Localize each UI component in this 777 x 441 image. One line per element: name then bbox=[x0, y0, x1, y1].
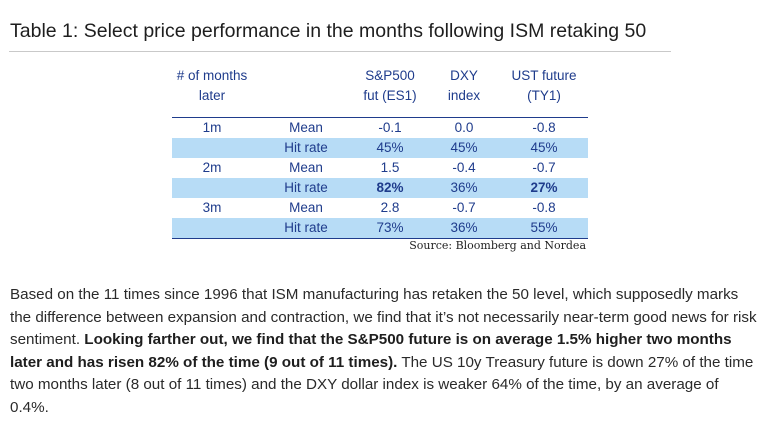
cell-sp500: 82% bbox=[376, 180, 404, 195]
cell-ust: 55% bbox=[530, 220, 558, 235]
cell-sp500: 1.5 bbox=[380, 160, 400, 175]
cell-dxy: -0.4 bbox=[452, 160, 476, 175]
header-ust-line2: (TY1) bbox=[527, 88, 561, 103]
cell-metric: Hit rate bbox=[284, 220, 328, 235]
body-paragraph: Based on the 11 times since 1996 that IS… bbox=[10, 284, 758, 419]
header-months-line1: # of months bbox=[176, 68, 248, 83]
cell-metric: Mean bbox=[289, 120, 323, 135]
paragraph-text-2: The US 10y Treasury future is down 27% o… bbox=[10, 353, 754, 416]
cell-ust: -0.8 bbox=[532, 200, 556, 215]
cell-sp500: 2.8 bbox=[380, 200, 400, 215]
header-dxy: DXY index bbox=[430, 66, 498, 106]
table-body: 1m Mean -0.1 0.0 -0.8 Hit rate 45% 45% 4… bbox=[172, 118, 588, 238]
header-sp500-line2: fut (ES1) bbox=[363, 88, 417, 103]
header-months-line2: later bbox=[198, 88, 226, 103]
table-row: Hit rate 73% 36% 55% bbox=[172, 218, 588, 238]
cell-ust: -0.7 bbox=[532, 160, 556, 175]
header-ust-line1: UST future bbox=[511, 68, 577, 83]
cell-metric: Mean bbox=[289, 160, 323, 175]
cell-months: 1m bbox=[202, 120, 222, 135]
cell-ust: 27% bbox=[530, 180, 558, 195]
cell-dxy: 36% bbox=[450, 220, 478, 235]
header-months: # of months later bbox=[172, 66, 252, 106]
cell-dxy: 0.0 bbox=[454, 120, 474, 135]
header-sp500: S&P500 fut (ES1) bbox=[356, 66, 424, 106]
table-row: Hit rate 45% 45% 45% bbox=[172, 138, 588, 158]
cell-months: 3m bbox=[202, 200, 222, 215]
header-sp500-line1: S&P500 bbox=[365, 68, 415, 83]
cell-months: 2m bbox=[202, 160, 222, 175]
table-row: 1m Mean -0.1 0.0 -0.8 bbox=[172, 118, 588, 138]
table-source: Source: Bloomberg and Nordea bbox=[409, 239, 586, 252]
paragraph-text-1: Based on the 11 times since 1996 that IS… bbox=[10, 286, 757, 348]
table-row: Hit rate 82% 36% 27% bbox=[172, 178, 588, 198]
table-bottom-rule bbox=[172, 238, 588, 239]
header-divider bbox=[172, 117, 588, 118]
cell-dxy: 36% bbox=[450, 180, 478, 195]
cell-metric: Hit rate bbox=[284, 180, 328, 195]
header-dxy-line2: index bbox=[447, 88, 481, 103]
table-row: 2m Mean 1.5 -0.4 -0.7 bbox=[172, 158, 588, 178]
cell-sp500: 73% bbox=[376, 220, 404, 235]
page-title: Table 1: Select price performance in the… bbox=[10, 20, 647, 42]
cell-dxy: -0.7 bbox=[452, 200, 476, 215]
cell-sp500: 45% bbox=[376, 140, 404, 155]
table-row: 3m Mean 2.8 -0.7 -0.8 bbox=[172, 198, 588, 218]
cell-ust: 45% bbox=[530, 140, 558, 155]
header-dxy-line1: DXY bbox=[450, 68, 478, 83]
cell-dxy: 45% bbox=[450, 140, 478, 155]
cell-ust: -0.8 bbox=[532, 120, 556, 135]
cell-metric: Hit rate bbox=[284, 140, 328, 155]
title-divider bbox=[9, 51, 671, 52]
header-ust: UST future (TY1) bbox=[506, 66, 582, 106]
cell-metric: Mean bbox=[289, 200, 323, 215]
paragraph-bold-text: Looking farther out, we find that the S&… bbox=[10, 331, 732, 371]
cell-sp500: -0.1 bbox=[378, 120, 402, 135]
